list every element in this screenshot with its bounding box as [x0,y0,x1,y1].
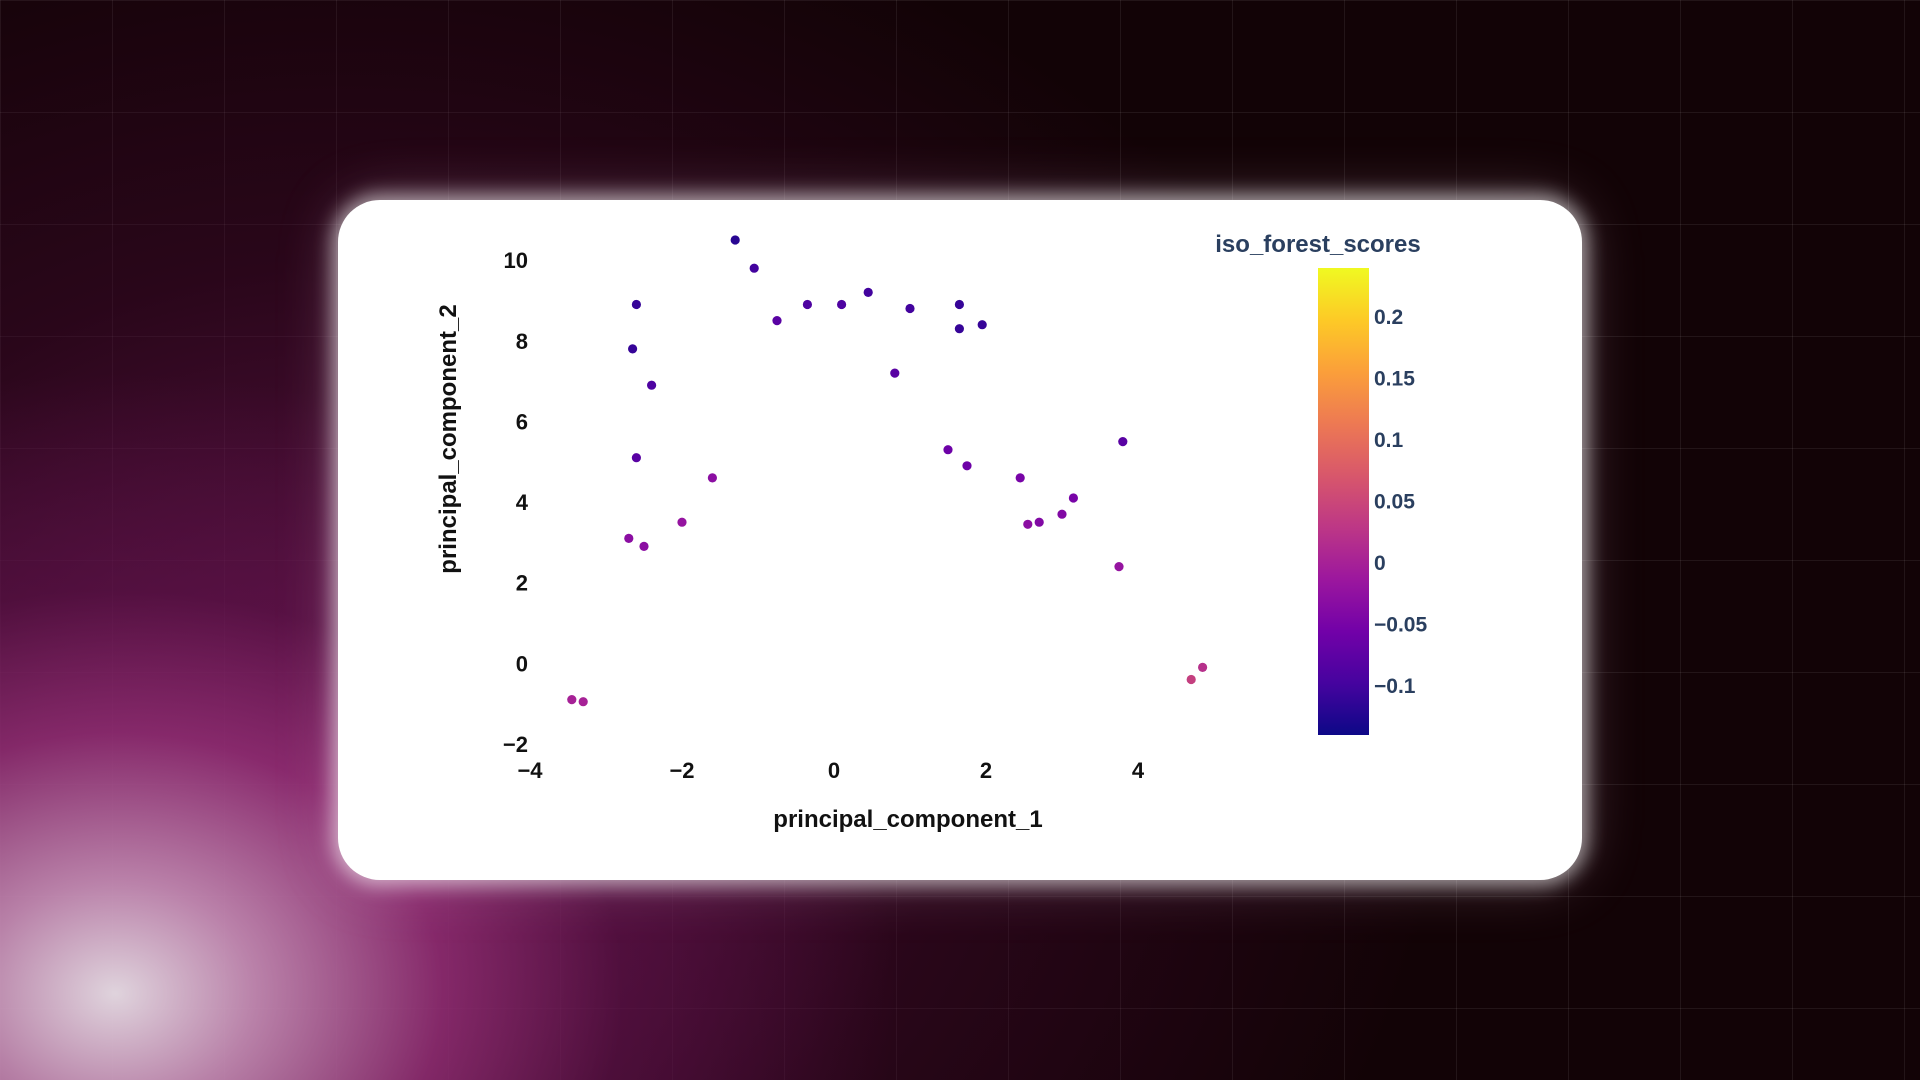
scatter-point [863,287,873,297]
y-tick-label: 8 [516,329,528,354]
scatter-point [639,541,649,551]
colorbar [1318,268,1369,735]
scatter-point [578,697,588,707]
scatter-point [1015,473,1025,483]
scatter-point [837,299,847,310]
scatter-point [677,517,687,527]
colorbar-title: iso_forest_scores [1215,231,1420,258]
scatter-point [1118,437,1128,447]
colorbar-tick-label: 0 [1374,552,1386,575]
scatter-point [1198,662,1208,672]
y-tick-label: 4 [516,490,529,515]
scatter-point [954,324,965,334]
colorbar-tick-label: 0.15 [1374,368,1415,391]
scatter-point [730,235,740,245]
y-axis-title: principal_component_2 [435,304,462,573]
colorbar-tick-label: −0.05 [1374,613,1427,636]
x-tick-label: 2 [980,758,992,783]
scatter-point [962,461,972,471]
y-tick-label: 2 [516,571,528,596]
scatter-point [707,473,717,483]
y-tick-label: 10 [504,248,528,273]
scatter-point [628,344,638,354]
scatter-point [943,445,953,455]
chart-card: −4 −2 0 2 4 −2 0 2 4 6 8 10 principal_component_1 … [338,200,1582,880]
colorbar-tick-label: 0.1 [1374,429,1404,452]
x-tick-label: −4 [517,758,543,783]
scatter-point [1034,517,1044,527]
x-tick-label: 0 [828,758,840,783]
y-tick-label: −2 [503,732,528,757]
scatter-point [1057,509,1067,519]
y-tick-label: 0 [516,651,528,676]
y-tick-label: 6 [516,409,528,434]
scatter-point [954,299,965,310]
x-tick-label: −2 [669,758,694,783]
scatter-point [749,263,759,273]
scatter-point [624,533,634,543]
colorbar-ticks: 0.2 0.15 0.1 0.05 0 −0.05 −0.1 [1374,306,1427,698]
scatter-point [647,380,657,390]
scatter-point [802,299,812,310]
colorbar-tick-label: 0.05 [1374,491,1415,514]
y-axis-ticks: −2 0 2 4 6 8 10 [503,248,529,757]
points-layer [567,235,1208,707]
scatter-point [567,695,577,705]
scatter-point [977,320,987,330]
x-tick-label: 4 [1132,758,1145,783]
x-axis-ticks: −4 −2 0 2 4 [517,758,1144,783]
colorbar-tick-label: 0.2 [1374,306,1403,329]
scatter-point [631,453,641,463]
scatter-point [631,299,641,310]
colorbar-tick-label: −0.1 [1374,675,1416,698]
scatter-point [1023,519,1033,529]
scatter-point [905,303,915,314]
scatter-point [772,316,782,326]
x-axis-title: principal_component_1 [773,806,1042,833]
scatter-point [1186,674,1196,685]
scatter-point [1068,493,1078,503]
scatter-point [1114,562,1124,572]
scatter-point [890,368,900,378]
